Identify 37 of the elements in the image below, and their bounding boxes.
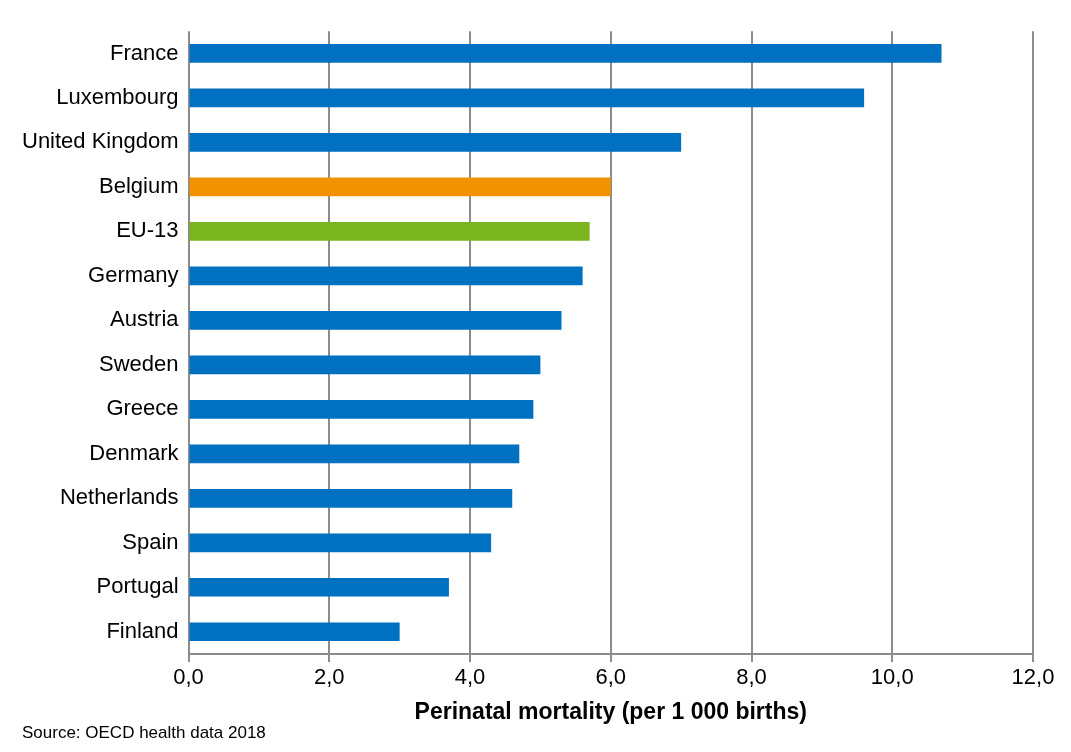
y-tick-label: Germany: [88, 261, 179, 287]
y-tick-label: EU-13: [116, 217, 179, 243]
y-tick-label: Spain: [122, 528, 179, 554]
y-tick-label: Greece: [106, 395, 179, 421]
x-axis-title: Perinatal mortality (per 1 000 births): [414, 697, 807, 724]
x-tick-label: 10,0: [870, 664, 914, 690]
bar: [189, 355, 541, 375]
bar: [189, 177, 611, 197]
bar: [189, 266, 583, 286]
x-tick-label: 6,0: [595, 664, 627, 690]
x-tick-label: 12,0: [1011, 664, 1055, 690]
bar: [189, 488, 513, 508]
y-tick-label: Portugal: [96, 573, 179, 599]
bar: [189, 622, 400, 642]
y-tick-label: Denmark: [89, 439, 180, 465]
bar: [189, 444, 520, 464]
bar: [189, 533, 492, 553]
y-tick-label: Belgium: [99, 172, 179, 198]
y-tick-label: France: [110, 39, 179, 65]
x-tick-label: 0,0: [173, 664, 204, 690]
y-tick-label: Netherlands: [59, 484, 179, 510]
bar: [189, 88, 865, 108]
source-note: Source: OECD health data 2018: [22, 723, 266, 743]
y-tick-label: Finland: [106, 617, 179, 643]
x-tick-label: 8,0: [736, 664, 767, 690]
y-tick-label: Sweden: [99, 350, 179, 376]
x-tick-label: 4,0: [454, 664, 486, 690]
y-tick-label: Luxembourg: [56, 83, 179, 109]
x-tick-label: 2,0: [313, 664, 345, 690]
bar: [189, 577, 449, 597]
bar: [189, 399, 534, 419]
y-tick-label: Austria: [110, 306, 180, 332]
bar: [189, 44, 942, 63]
bar: [189, 222, 590, 241]
bar: [189, 133, 682, 152]
bar: [189, 311, 562, 330]
y-tick-label: United Kingdom: [21, 128, 179, 154]
